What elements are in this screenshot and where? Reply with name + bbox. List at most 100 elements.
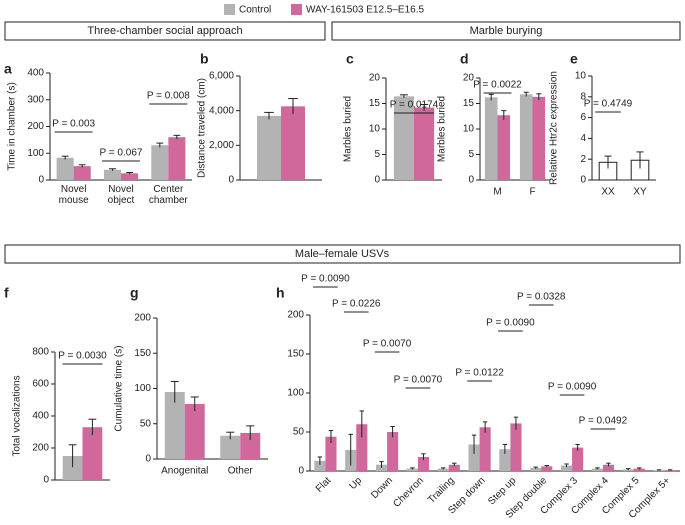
y-tick-label: 20 <box>369 73 381 84</box>
y-tick-label: 8 <box>580 91 586 102</box>
p-value: P = 0.0122 <box>455 368 504 379</box>
p-value: P = 0.0090 <box>486 318 535 329</box>
bar <box>497 115 511 180</box>
x-tick-label: XY <box>633 187 647 198</box>
y-tick-label: 100 <box>27 148 44 159</box>
section-box <box>4 21 326 41</box>
bar <box>499 449 511 471</box>
panel-label: g <box>130 285 139 301</box>
legend-swatch <box>224 4 235 15</box>
section-title: Three-chamber social approach <box>87 25 242 37</box>
bar <box>62 456 83 480</box>
p-value: P = 0.0492 <box>579 416 628 427</box>
bar <box>572 447 584 471</box>
x-tick-label-box: Novel object <box>107 184 135 206</box>
p-value: P = 0.0226 <box>332 299 381 310</box>
x-tick-label-box: Center chamber <box>149 184 188 206</box>
p-value: P = 0.0070 <box>394 375 443 386</box>
y-axis-label: Relative Htr2c expression <box>549 71 560 185</box>
x-tick-label: F <box>529 187 535 198</box>
bar <box>103 169 121 180</box>
bar <box>184 404 205 459</box>
bar <box>82 427 103 480</box>
bar <box>356 424 368 471</box>
y-tick-label: 600 <box>32 379 49 390</box>
bar <box>406 468 418 471</box>
y-tick-label: 0 <box>468 175 474 186</box>
panel-label: c <box>346 51 354 67</box>
bar <box>417 456 430 471</box>
bar <box>591 468 603 471</box>
y-tick-label: 0 <box>580 175 586 186</box>
bar <box>541 466 553 471</box>
p-value: P = 0.4749 <box>584 99 633 110</box>
bar <box>73 166 91 180</box>
bar <box>240 432 261 459</box>
p-value: P = 0.0090 <box>301 274 350 285</box>
p-value: P = 0.0030 <box>58 351 107 362</box>
x-tick-label: Other <box>228 466 254 477</box>
bar <box>164 392 185 459</box>
y-tick-label: 100 <box>134 383 151 394</box>
y-tick-label: 100 <box>287 388 304 399</box>
p-value: P = 0.003 <box>52 119 95 130</box>
y-tick-label: 0 <box>145 454 151 465</box>
y-tick-label: 10 <box>575 71 587 82</box>
y-tick-label: 0 <box>298 466 304 477</box>
y-axis-label: Cumulative time (s) <box>114 345 125 431</box>
y-tick-label: 150 <box>287 349 304 360</box>
p-value: P = 0.0070 <box>363 339 412 350</box>
bar <box>325 436 337 471</box>
y-tick-label: 15 <box>369 98 381 109</box>
y-tick-label: 6,000 <box>209 71 234 82</box>
panel-label: h <box>276 285 285 301</box>
bar <box>519 94 533 180</box>
section-box <box>4 244 681 264</box>
y-tick-label: 0 <box>43 475 49 486</box>
bar <box>560 465 573 471</box>
x-tick-label: Novel mouse <box>58 184 89 206</box>
x-tick-label: Anogenital <box>161 466 208 477</box>
y-tick-label: 6 <box>580 112 586 123</box>
bar <box>220 435 241 459</box>
x-tick-label-box: Novel mouse <box>58 184 89 206</box>
bar <box>530 467 542 471</box>
bar <box>510 423 522 471</box>
bar <box>168 137 186 180</box>
y-tick-label: 4,000 <box>209 105 234 116</box>
bar <box>602 464 615 471</box>
y-tick-label: 150 <box>134 348 151 359</box>
section-title: Marble burying <box>470 25 543 37</box>
y-tick-label: 2,000 <box>209 140 234 151</box>
legend-label: Control <box>239 5 271 16</box>
y-tick-label: 5 <box>468 149 474 160</box>
y-tick-label: 5 <box>374 149 380 160</box>
bar <box>314 460 326 471</box>
bar <box>393 96 414 180</box>
bar <box>414 107 435 180</box>
bar <box>121 173 139 180</box>
y-tick-label: 4 <box>580 133 586 144</box>
y-tick-label: 2 <box>580 154 586 165</box>
section-title: Male–female USVs <box>295 248 390 260</box>
bar <box>633 468 645 471</box>
y-tick-label: 50 <box>140 418 152 429</box>
y-tick-label: 800 <box>32 347 49 358</box>
y-tick-label: 10 <box>463 124 475 135</box>
bar <box>484 97 498 180</box>
y-tick-label: 200 <box>27 121 44 132</box>
panel-label: a <box>4 61 12 77</box>
y-tick-label: 400 <box>27 68 44 79</box>
bar <box>257 115 281 180</box>
bar <box>387 432 399 471</box>
panel-label: e <box>570 51 578 67</box>
y-tick-label: 300 <box>27 94 44 105</box>
legend-swatch <box>291 4 302 15</box>
p-value: P = 0.067 <box>100 148 143 159</box>
panel-label: f <box>4 285 9 301</box>
y-tick-label: 20 <box>463 73 475 84</box>
p-value: P = 0.0328 <box>517 292 566 303</box>
y-axis-label: Marbles buried <box>437 96 448 162</box>
y-tick-label: 400 <box>32 411 49 422</box>
x-tick-label: Novel object <box>107 184 135 206</box>
